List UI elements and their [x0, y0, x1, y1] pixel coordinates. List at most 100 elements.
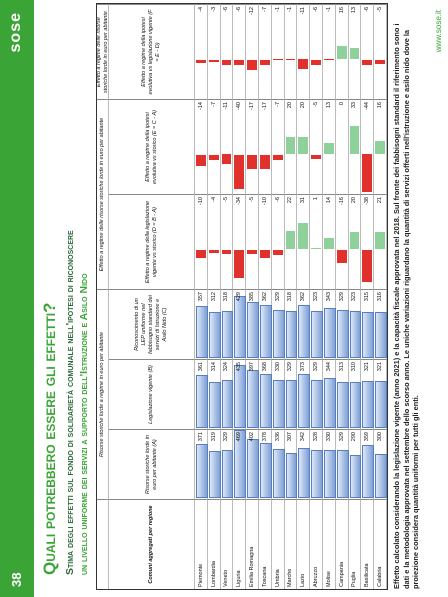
bar	[324, 59, 334, 61]
data-cell: -5	[374, 4, 387, 99]
data-cell: 362	[297, 289, 311, 359]
cell-value: -6	[236, 7, 243, 12]
data-cell: 31	[297, 194, 311, 289]
bar	[208, 381, 221, 428]
column-header: Effetto a regime della ipotesi evolutiva…	[109, 4, 195, 99]
data-cell: 290	[348, 429, 362, 499]
data-cell: -5	[246, 194, 259, 289]
bar	[324, 307, 336, 358]
bar	[234, 59, 245, 65]
row-label: Marche	[284, 499, 298, 589]
bar	[260, 249, 270, 259]
row-label: Toscana	[259, 499, 272, 589]
cell-value: -11	[223, 102, 230, 110]
data-cell: -3	[207, 4, 221, 99]
bar	[336, 381, 349, 428]
cell-value: 20	[287, 102, 294, 109]
data-cell: 330	[271, 359, 285, 429]
data-cell: -1	[284, 4, 298, 99]
cell-value: -10	[261, 197, 268, 205]
column-header: Comuni aggregati per regione	[109, 499, 195, 589]
title: Quali potrebbero essere gli effetti?	[40, 302, 59, 575]
data-cell: 314	[207, 359, 221, 429]
bar	[221, 311, 234, 358]
data-cell: -6	[220, 4, 234, 99]
website: www.sose.it	[434, 10, 443, 53]
bar	[196, 249, 206, 259]
subtitle: un livello uniforme dei servizi a suppor…	[78, 273, 90, 575]
cell-value: 329	[223, 432, 230, 442]
data-cell: -34	[233, 194, 247, 289]
data-cell: 343	[323, 289, 336, 359]
cell-value: 344	[325, 362, 332, 372]
data-cell: -10	[195, 194, 208, 289]
cell-value: -40	[236, 102, 243, 110]
cell-value: 402	[249, 432, 256, 442]
bar	[247, 249, 257, 254]
bar	[375, 311, 387, 358]
row-label: Piemonte	[195, 499, 208, 589]
column-header: Effetto a regime della legislazione vige…	[109, 194, 195, 289]
data-cell: 14	[323, 194, 336, 289]
cell-value: 16	[338, 7, 345, 14]
data-cell: 310	[348, 359, 362, 429]
bar	[336, 309, 349, 358]
data-cell: 329	[310, 359, 323, 429]
bar	[349, 126, 360, 155]
bar	[375, 140, 385, 155]
group-header	[97, 499, 109, 589]
bar	[362, 249, 373, 282]
cell-value: 307	[287, 432, 294, 442]
bar	[208, 312, 221, 358]
cell-value: 1	[313, 197, 320, 201]
cell-value: 21	[377, 197, 384, 204]
page-number: 38	[9, 572, 24, 587]
bar	[298, 373, 311, 428]
data-cell: 328	[310, 429, 323, 499]
bar	[362, 59, 373, 65]
cell-value: -7	[274, 102, 281, 107]
data-cell: 318	[220, 289, 234, 359]
bar	[375, 231, 385, 250]
column-header: Effetto a regime della ipotesi evolutiva…	[109, 99, 195, 194]
cell-value: -1	[325, 7, 332, 12]
data-cell: 321	[374, 359, 387, 429]
bar	[208, 249, 219, 253]
cell-value: -5	[223, 197, 230, 202]
bar	[285, 379, 298, 428]
cell-value: 362	[300, 292, 307, 302]
data-cell: 313	[335, 359, 349, 429]
group-header: Effetto a regime delle risorse storiche …	[96, 4, 109, 99]
bar	[311, 379, 323, 428]
data-cell: 323	[310, 289, 323, 359]
group-header: Effetto a regime delle risorse storiche …	[97, 99, 109, 289]
data-cell: 323	[348, 289, 362, 359]
bar	[311, 154, 321, 159]
data-cell: -5	[310, 99, 323, 194]
row-label: Umbria	[271, 499, 285, 589]
row-label: Campania	[335, 499, 349, 589]
cell-value: 316	[377, 292, 384, 302]
row-label: Puglia	[348, 499, 362, 589]
row-label: Molise	[323, 499, 336, 589]
cell-value: 22	[287, 197, 294, 204]
data-cell: 402	[246, 429, 259, 499]
bar	[221, 380, 234, 428]
cell-value: 359	[364, 432, 371, 442]
cell-value: 323	[313, 292, 320, 302]
bar	[311, 248, 321, 250]
data-cell: 13	[348, 4, 362, 99]
bar	[285, 311, 298, 358]
cell-value: 343	[325, 292, 332, 302]
row-label: Basilicata	[361, 499, 375, 589]
data-cell: -1	[271, 4, 285, 99]
bar	[349, 455, 362, 498]
bar	[221, 249, 232, 254]
bar	[196, 305, 208, 358]
bar	[298, 59, 309, 69]
bar	[336, 249, 347, 264]
bar	[272, 249, 283, 255]
cell-value: -12	[249, 7, 256, 15]
data-cell: 20	[284, 99, 298, 194]
cell-value: 315	[364, 292, 371, 302]
